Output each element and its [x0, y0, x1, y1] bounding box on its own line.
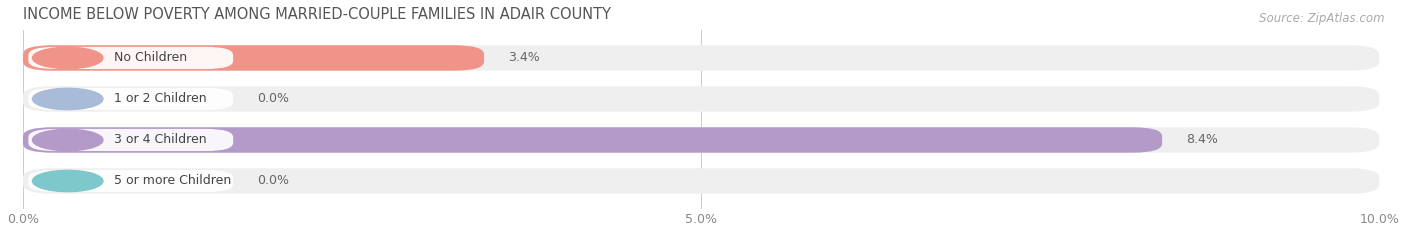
FancyBboxPatch shape	[22, 45, 1379, 71]
Text: 8.4%: 8.4%	[1187, 134, 1219, 147]
Circle shape	[32, 47, 103, 69]
FancyBboxPatch shape	[22, 86, 1379, 112]
FancyBboxPatch shape	[22, 45, 484, 71]
Circle shape	[32, 88, 103, 110]
Text: 0.0%: 0.0%	[257, 175, 290, 188]
Text: 0.0%: 0.0%	[257, 93, 290, 106]
Text: 3.4%: 3.4%	[509, 51, 540, 65]
FancyBboxPatch shape	[28, 129, 233, 151]
Text: INCOME BELOW POVERTY AMONG MARRIED-COUPLE FAMILIES IN ADAIR COUNTY: INCOME BELOW POVERTY AMONG MARRIED-COUPL…	[22, 7, 612, 22]
Text: 1 or 2 Children: 1 or 2 Children	[114, 93, 207, 106]
Circle shape	[32, 129, 103, 151]
Text: 5 or more Children: 5 or more Children	[114, 175, 231, 188]
FancyBboxPatch shape	[28, 47, 233, 69]
Text: No Children: No Children	[114, 51, 187, 65]
Text: Source: ZipAtlas.com: Source: ZipAtlas.com	[1260, 12, 1385, 25]
FancyBboxPatch shape	[22, 168, 1379, 194]
FancyBboxPatch shape	[28, 88, 233, 110]
FancyBboxPatch shape	[22, 127, 1379, 153]
FancyBboxPatch shape	[22, 127, 1163, 153]
Text: 3 or 4 Children: 3 or 4 Children	[114, 134, 207, 147]
Circle shape	[32, 170, 103, 192]
FancyBboxPatch shape	[28, 170, 233, 192]
